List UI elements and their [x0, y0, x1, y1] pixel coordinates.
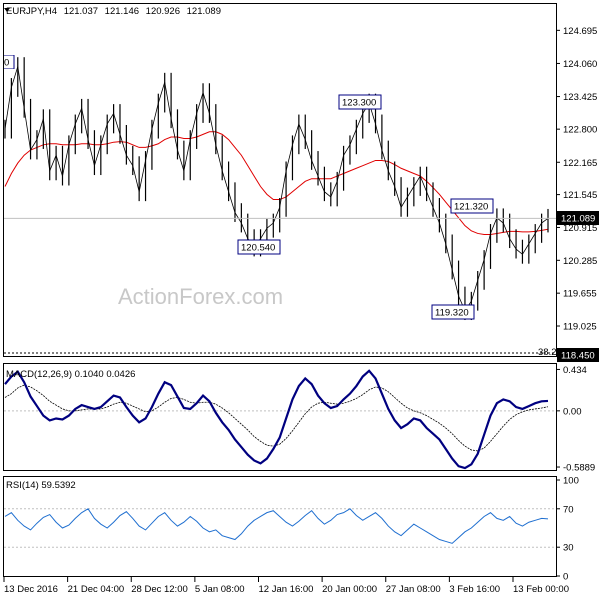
time-tick-label: 3 Feb 16:00 [449, 584, 500, 595]
macd-title: MACD(12,26,9) 0.1040 0.0426 [6, 369, 135, 380]
fib-level-label: 38.2 [538, 347, 557, 358]
rsi-line [4, 508, 549, 544]
chart-header: EURJPY,H4 121.037 121.146 120.926 121.08… [6, 6, 221, 17]
current-price-label: 121.089 [561, 214, 595, 225]
price-tick-label: 121.545 [563, 190, 597, 201]
svg-text:124.080: 124.080 [0, 58, 9, 69]
price-tick-label: 122.800 [563, 125, 597, 136]
annotation-120540: 120.540 [237, 239, 281, 255]
time-tick-label: 13 Feb 00:00 [513, 584, 569, 595]
price-panel-frame [3, 3, 557, 357]
price-tick-label: 124.695 [563, 26, 597, 37]
moving-average-line [4, 131, 549, 235]
svg-text:121.320: 121.320 [454, 202, 488, 213]
macd-line [4, 369, 549, 470]
annotation-123300: 123.300 [338, 94, 382, 110]
time-tick-label: 21 Dec 04:00 [68, 584, 125, 595]
svg-text:120.540: 120.540 [241, 243, 275, 254]
time-tick-label: 13 Dec 2016 [4, 584, 58, 595]
macd-tick-label: 0.00 [563, 406, 582, 417]
header-high: 121.146 [105, 6, 139, 17]
header-close: 121.089 [187, 6, 221, 17]
header-open: 121.037 [64, 6, 98, 17]
price-tick-label: 119.655 [563, 289, 597, 300]
rsi-axis: 100 70 30 0 [4, 476, 579, 583]
rsi-title: RSI(14) 59.5392 [6, 480, 76, 491]
price-tick-label: 120.285 [563, 256, 597, 267]
price-tick-label: 120.915 [563, 223, 597, 234]
current-price-box [557, 211, 599, 225]
watermark: ActionForex.com [118, 284, 283, 309]
rsi-tick-label: 70 [563, 504, 574, 515]
fib-price-label: 118.450 [561, 351, 595, 362]
macd-tick-label: -0.5889 [563, 463, 595, 474]
price-axis: 124.695 124.060 123.425 122.800 122.165 121.5… [556, 26, 597, 333]
macd-tick-label: 0.434 [563, 365, 587, 376]
header-dropdown-icon [4, 8, 10, 12]
price-tick-label: 123.425 [563, 92, 597, 103]
annotation-121320: 121.320 [450, 198, 494, 214]
time-axis: 13 Dec 2016 21 Dec 04:00 28 Dec 12:00 5 Jan… [3, 577, 569, 595]
rsi-tick-label: 0 [563, 572, 568, 583]
rsi-tick-label: 30 [563, 543, 574, 554]
header-symbol: EURJPY,H4 [6, 6, 57, 17]
svg-text:119.320: 119.320 [435, 308, 469, 319]
moving-average-layer [4, 131, 549, 235]
rsi-panel-frame [3, 476, 557, 577]
price-tick-label: 119.025 [563, 322, 597, 333]
time-tick-label: 27 Jan 08:00 [386, 584, 441, 595]
header-low: 120.926 [146, 6, 180, 17]
annotation-124080-clipped: 124.080 [0, 55, 15, 69]
price-close-line [4, 66, 549, 312]
rsi-layer [4, 508, 549, 544]
svg-text:123.300: 123.300 [342, 98, 376, 109]
fib-price-box [557, 348, 599, 362]
time-tick-label: 12 Jan 16:00 [259, 584, 314, 595]
price-tick-label: 122.165 [563, 158, 597, 169]
annotation-119320: 119.320 [431, 304, 475, 320]
time-tick-label: 5 Jan 08:00 [195, 584, 245, 595]
rsi-tick-label: 100 [563, 476, 579, 487]
macd-panel-frame [3, 363, 557, 471]
macd-layer [4, 369, 549, 470]
time-tick-label: 20 Jan 00:00 [322, 584, 377, 595]
macd-axis: 0.434 0.00 -0.5889 [556, 365, 595, 474]
time-tick-label: 28 Dec 12:00 [131, 584, 188, 595]
price-tick-label: 124.060 [563, 59, 597, 70]
